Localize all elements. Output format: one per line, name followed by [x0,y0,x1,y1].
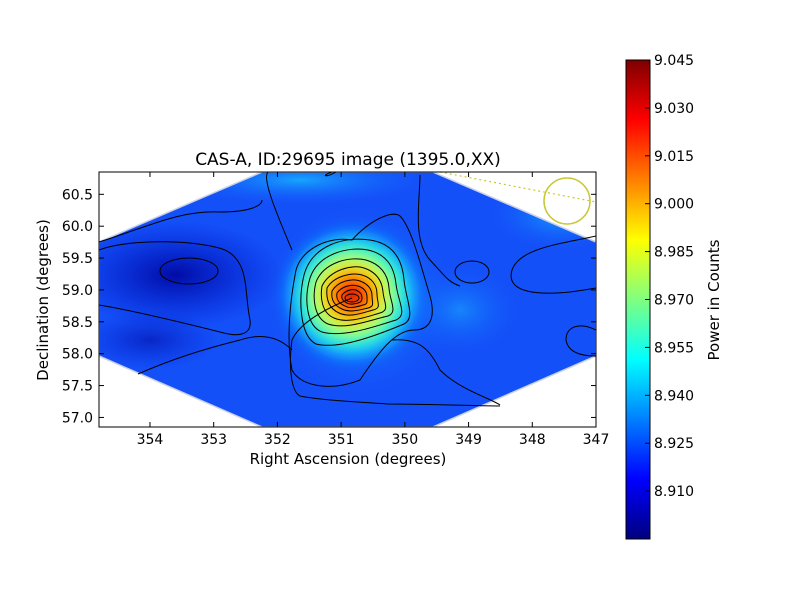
y-axis: 57.0 57.5 58.0 58.5 59.0 59.5 60.0 60.5 Declina… [34,187,596,426]
y-tick-label: 59.5 [62,251,93,267]
plot-frame [98,171,597,428]
y-tick-label: 58.5 [62,315,93,331]
colorbar-label: Power in Counts [705,239,723,360]
x-tick-label: 349 [455,432,482,448]
colorbar-tick-label: 9.045 [654,53,694,69]
x-tick-label: 352 [264,432,291,448]
colorbar: 8.910 8.925 8.940 8.955 8.970 8.985 9.000 9.015… [625,53,723,540]
colorbar-tick-label: 8.940 [654,388,694,404]
x-axis: 354 353 352 351 350 349 348 347 Right Ascension… [137,172,610,468]
x-axis-label: Right Ascension (degrees) [250,450,447,468]
colorbar-tick-label: 8.910 [654,484,694,500]
y-tick-label: 58.0 [62,347,93,363]
contour-lines [99,172,596,407]
y-tick-label: 60.5 [62,187,93,203]
y-tick-label: 57.5 [62,379,93,395]
plot-area [98,171,597,428]
y-tick-label: 57.0 [62,410,93,426]
colorbar-tick-label: 8.955 [654,340,694,356]
y-tick-label: 59.0 [62,283,93,299]
colorbar-tick-label: 9.030 [654,101,694,117]
chart-title: CAS-A, ID:29695 image (1395.0,XX) [195,150,501,170]
x-tick-label: 348 [519,432,546,448]
colorbar-tick-label: 8.925 [654,436,694,452]
x-tick-label: 350 [391,432,418,448]
colorbar-tick-label: 9.015 [654,149,694,165]
beam-marker [439,172,596,225]
x-tick-label: 351 [328,432,355,448]
x-tick-label: 353 [200,432,227,448]
x-tick-label: 354 [137,432,164,448]
colorbar-tick-label: 8.970 [654,293,694,309]
footprint-outline [99,172,596,427]
y-axis-label: Declination (degrees) [34,219,52,381]
y-tick-label: 60.0 [62,219,93,235]
colorbar-tick-label: 8.985 [654,245,694,261]
colorbar-tick-label: 9.000 [654,197,694,213]
x-tick-label: 347 [583,432,610,448]
